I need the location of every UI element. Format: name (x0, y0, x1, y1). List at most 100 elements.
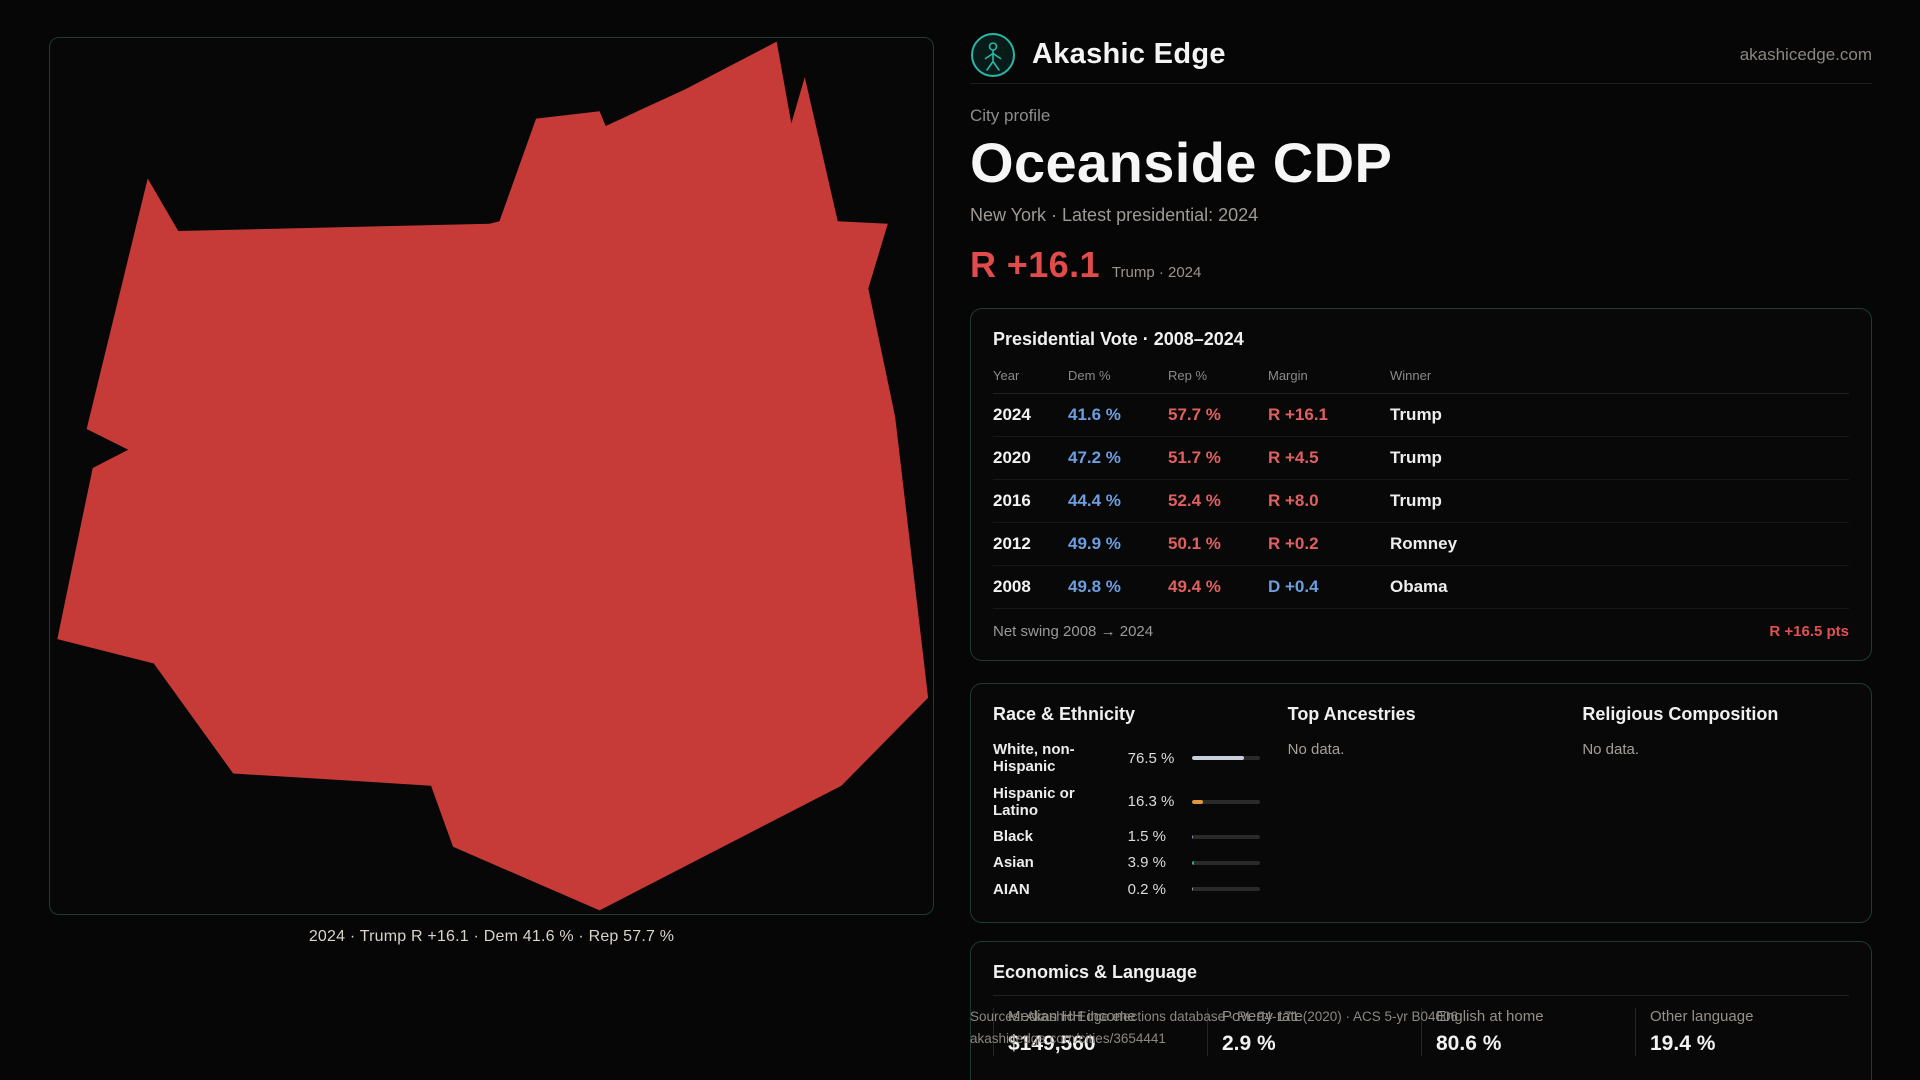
stat-label: Other language (1650, 1008, 1754, 1025)
race-label: AIAN (993, 880, 1030, 898)
stat-value: 2.9 % (1222, 1032, 1276, 1055)
race-bar-fill (1191, 834, 1193, 839)
stat-value: 80.6 % (1436, 1032, 1502, 1055)
cell-winner: Romney (1390, 522, 1849, 566)
table-header-row: Year Dem % Rep % Margin Winner (993, 362, 1849, 394)
cell-dem: 41.6 % (1068, 393, 1168, 437)
race-label: Asian (993, 854, 1034, 872)
stat-label: Poverty rate (1222, 1008, 1303, 1025)
stat-label: English at home (1436, 1008, 1544, 1025)
race-label: Black (993, 828, 1034, 845)
economics-stats: Median HH income $149,560 Poverty rate 2… (993, 995, 1849, 1056)
cell-year: 2016 (993, 479, 1068, 523)
table-row: 2008 49.8 % 49.4 % D +0.4 Obama (993, 565, 1849, 609)
race-ethnicity-section: Race & Ethnicity White, non-Hispanic 76.… (993, 704, 1260, 907)
kicker-label: City profile (970, 106, 1051, 125)
headline-margin-row: R +16.1 Trump · 2024 (970, 244, 1872, 286)
col-margin: Margin (1268, 362, 1390, 394)
race-bar-fill (1191, 860, 1195, 865)
table-row: 2012 49.9 % 50.1 % R +0.2 Romney (993, 522, 1849, 566)
cell-rep: 57.7 % (1168, 393, 1268, 437)
cell-year: 2020 (993, 436, 1068, 480)
cell-winner: Obama (1390, 565, 1849, 609)
stat-median-income: Median HH income $149,560 (993, 1008, 1207, 1056)
brand-name: Akashic Edge (1032, 38, 1226, 70)
footer-sources: Sources: Akashic Edge elections database… (970, 1006, 1458, 1049)
table-row: 2016 44.4 % 52.4 % R +8.0 Trump (993, 479, 1849, 523)
headline-note: Trump · 2024 (1111, 264, 1202, 281)
race-value: 16.3 % (1127, 793, 1175, 811)
presidential-vote-table: Year Dem % Rep % Margin Winner 2024 41.6… (993, 362, 1849, 609)
race-bar-track (1191, 887, 1260, 892)
net-swing-row: Net swing 2008 → 2024 R +16.5 pts (993, 609, 1849, 640)
cell-winner: Trump (1390, 436, 1849, 480)
race-value: 3.9 % (1127, 854, 1167, 872)
cell-rep: 50.1 % (1168, 522, 1268, 566)
stat-other-language: Other language 19.4 % (1635, 1008, 1849, 1056)
vote-card-title: Presidential Vote · 2008–2024 (993, 329, 1244, 349)
stat-poverty-rate: Poverty rate 2.9 % (1207, 1008, 1421, 1056)
race-bar-track (1191, 860, 1260, 865)
cell-dem: 49.8 % (1068, 565, 1168, 609)
religion-empty: No data. (1582, 741, 1640, 758)
map-caption: 2024 · Trump R +16.1 · Dem 41.6 % · Rep … (308, 928, 675, 945)
cell-rep: 51.7 % (1168, 436, 1268, 480)
col-dem: Dem % (1068, 362, 1168, 394)
race-value: 0.2 % (1127, 880, 1167, 898)
race-value: 76.5 % (1127, 749, 1175, 767)
city-boundary-shape (57, 41, 929, 911)
site-link[interactable]: akashicedge.com (1739, 44, 1872, 64)
race-bar-track (1191, 799, 1260, 804)
race-title: Race & Ethnicity (993, 704, 1136, 724)
col-rep: Rep % (1168, 362, 1268, 394)
ancestries-section: Top Ancestries No data. (1288, 704, 1555, 907)
cell-year: 2008 (993, 565, 1068, 609)
profile-content: Akashic Edge akashicedge.com City profil… (970, 32, 1872, 1080)
race-row: White, non-Hispanic 76.5 % (993, 741, 1260, 776)
economics-title: Economics & Language (993, 962, 1198, 982)
cell-rep: 52.4 % (1168, 479, 1268, 523)
ancestries-empty: No data. (1287, 741, 1345, 758)
demographics-card: Race & Ethnicity White, non-Hispanic 76.… (970, 683, 1872, 923)
stat-value: 19.4 % (1650, 1032, 1716, 1055)
race-bar-track (1191, 834, 1260, 839)
cell-dem: 44.4 % (1068, 479, 1168, 523)
race-row: Black 1.5 % (993, 828, 1260, 845)
brand-logo-icon (971, 32, 1015, 77)
col-year: Year (993, 362, 1068, 394)
presidential-vote-card: Presidential Vote · 2008–2024 Year Dem %… (970, 308, 1872, 661)
city-map-panel (49, 37, 934, 915)
cell-margin: R +0.2 (1268, 522, 1390, 566)
cell-winner: Trump (1390, 393, 1849, 437)
cell-rep: 49.4 % (1168, 565, 1268, 609)
race-row: Hispanic or Latino 16.3 % (993, 785, 1260, 820)
economics-card: Economics & Language Median HH income $1… (970, 941, 1872, 1080)
race-value: 1.5 % (1127, 828, 1167, 846)
cell-margin: R +4.5 (1268, 436, 1390, 480)
race-label: Hispanic or Latino (993, 784, 1075, 819)
religion-title: Religious Composition (1582, 704, 1779, 724)
race-bar-track (1191, 756, 1260, 761)
col-winner: Winner (1390, 362, 1849, 394)
cell-dem: 49.9 % (1068, 522, 1168, 566)
sources-line: Sources: Akashic Edge elections database… (970, 1009, 1459, 1024)
race-bar-fill (1191, 887, 1193, 892)
permalink[interactable]: akashicedge.com/cities/3654441 (970, 1030, 1166, 1046)
page-title: Oceanside CDP (970, 131, 1393, 194)
table-row: 2020 47.2 % 51.7 % R +4.5 Trump (993, 436, 1849, 480)
religion-section: Religious Composition No data. (1582, 704, 1849, 907)
stat-value: $149,560 (1008, 1032, 1096, 1055)
cell-margin: R +16.1 (1268, 393, 1390, 437)
net-swing-value: R +16.5 pts (1769, 623, 1849, 640)
headline-margin: R +16.1 (970, 244, 1100, 285)
cell-winner: Trump (1390, 479, 1849, 523)
stat-english-at-home: English at home 80.6 % (1421, 1008, 1635, 1056)
cell-margin: R +8.0 (1268, 479, 1390, 523)
cell-year: 2024 (993, 393, 1068, 437)
ancestries-title: Top Ancestries (1287, 704, 1416, 724)
net-swing-label: Net swing 2008 → 2024 (993, 623, 1154, 640)
race-label: White, non-Hispanic (993, 741, 1075, 776)
race-row: Asian 3.9 % (993, 854, 1260, 871)
site-header: Akashic Edge akashicedge.com (970, 32, 1872, 84)
